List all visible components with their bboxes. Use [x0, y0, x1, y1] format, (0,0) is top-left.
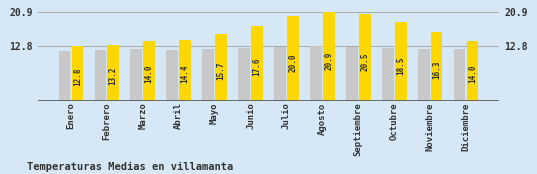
Bar: [179, 40, 191, 101]
Text: 20.5: 20.5: [360, 52, 369, 71]
Bar: [346, 47, 358, 101]
Bar: [274, 47, 286, 101]
Text: 15.7: 15.7: [216, 62, 226, 80]
Text: 16.3: 16.3: [432, 61, 441, 79]
Bar: [382, 48, 394, 101]
Bar: [238, 48, 250, 101]
Text: 18.5: 18.5: [396, 56, 405, 75]
Bar: [202, 49, 214, 101]
Bar: [143, 41, 155, 101]
Bar: [251, 26, 263, 101]
Text: 13.2: 13.2: [108, 66, 118, 85]
Text: 17.6: 17.6: [252, 58, 262, 77]
Bar: [431, 32, 442, 101]
Bar: [107, 45, 119, 101]
Bar: [71, 46, 83, 101]
Bar: [418, 49, 430, 101]
Text: 14.0: 14.0: [144, 65, 154, 83]
Bar: [287, 16, 299, 101]
Bar: [95, 50, 106, 101]
Bar: [454, 49, 466, 101]
Bar: [130, 49, 142, 101]
Text: 20.9: 20.9: [324, 52, 333, 70]
Bar: [323, 12, 335, 101]
Bar: [359, 14, 371, 101]
Text: Temperaturas Medias en villamanta: Temperaturas Medias en villamanta: [27, 162, 233, 172]
Bar: [395, 22, 407, 101]
Bar: [467, 41, 478, 101]
Bar: [310, 46, 322, 101]
Bar: [215, 34, 227, 101]
Bar: [166, 50, 178, 101]
Text: 14.0: 14.0: [468, 65, 477, 83]
Text: 14.4: 14.4: [180, 64, 190, 83]
Bar: [59, 51, 70, 101]
Text: 20.0: 20.0: [288, 53, 297, 72]
Text: 12.8: 12.8: [73, 67, 82, 86]
